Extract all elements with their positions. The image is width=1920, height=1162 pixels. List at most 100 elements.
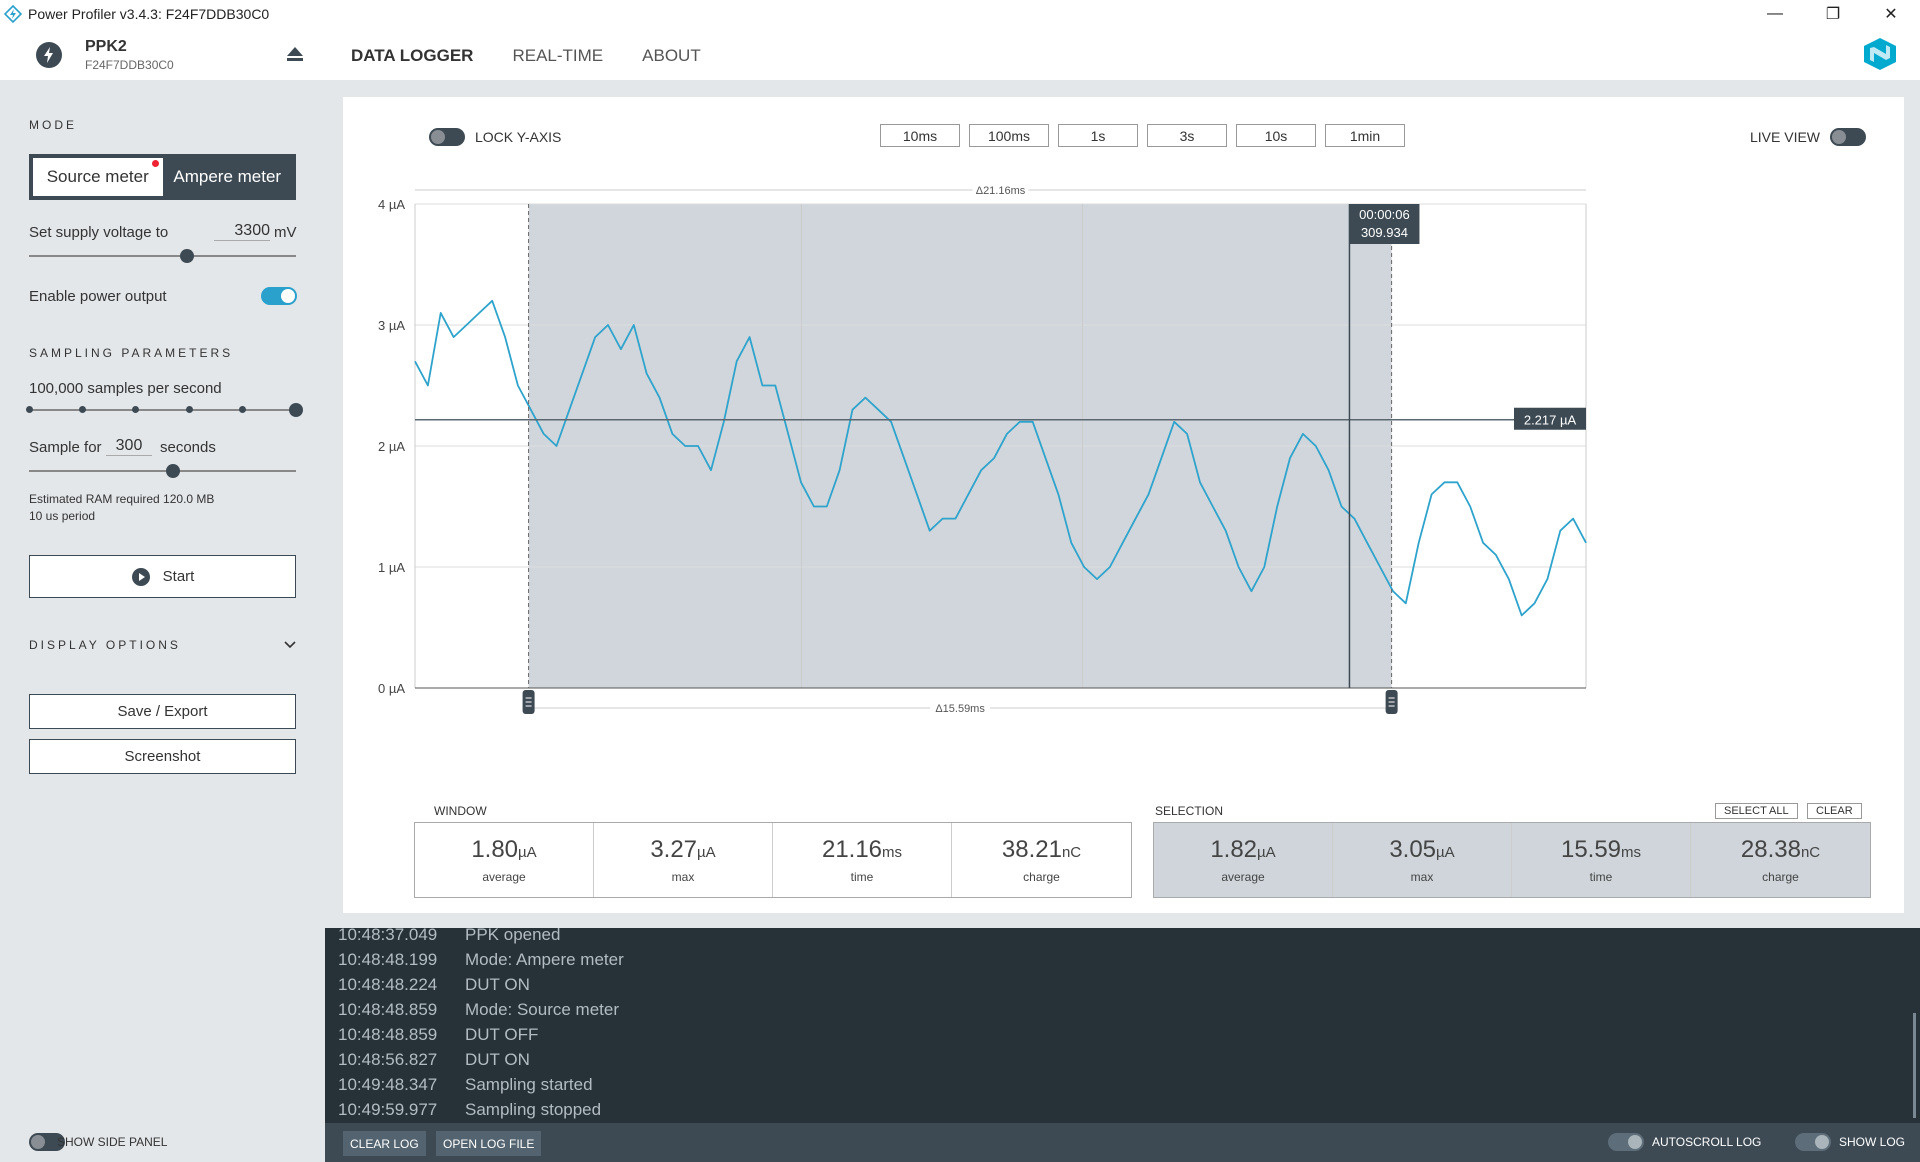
sample-for-input[interactable]: 300 [106, 437, 152, 456]
window-stats-title: WINDOW [434, 804, 487, 818]
sample-for-slider[interactable] [29, 464, 296, 478]
log-time: 10:49:48.347 [338, 1075, 438, 1094]
toggle-knob [1815, 1135, 1829, 1149]
save-export-button[interactable]: Save / Export [29, 694, 296, 729]
samples-slider-tick[interactable] [132, 406, 140, 413]
source-meter-button[interactable]: Source meter [33, 158, 163, 196]
window-10s-button[interactable]: 10s [1236, 124, 1316, 147]
stat-value: 28.38 [1740, 836, 1801, 863]
top-span-label-bg [972, 183, 1029, 197]
device-name[interactable]: PPK2 [85, 38, 127, 55]
ampere-meter-button[interactable]: Ampere meter [173, 167, 282, 186]
log-time: 10:49:59.977 [338, 1100, 438, 1119]
screenshot-button[interactable]: Screenshot [29, 739, 296, 774]
sample-for-slider-knob[interactable] [166, 464, 181, 478]
selection-max-stat: 3.05µA max [1333, 823, 1512, 897]
selection-stats: 1.82µA average 3.05µA max 15.59ms time 28.3… [1153, 822, 1871, 898]
device-serial: F24F7DDB30C0 [85, 58, 174, 72]
select-all-button[interactable]: SELECT ALL [1715, 803, 1798, 819]
supply-voltage-slider[interactable] [29, 249, 296, 263]
log-entry: 10:48:37.049 PPK opened [338, 928, 560, 945]
lock-y-axis-toggle[interactable] [429, 128, 465, 146]
selection-time-stat: 15.59ms time [1512, 823, 1691, 897]
stat-unit: nC [1800, 844, 1821, 861]
enable-power-toggle[interactable] [261, 287, 297, 305]
samples-slider-knob[interactable] [289, 403, 303, 417]
display-options-title[interactable]: DISPLAY OPTIONS [29, 638, 181, 652]
sample-period: 10 us period [29, 509, 96, 523]
tab-real-time[interactable]: REAL-TIME [512, 46, 604, 65]
stat-caption: max [671, 870, 695, 884]
log-message: Sampling started [465, 1075, 593, 1094]
show-side-panel-toggle[interactable] [29, 1133, 65, 1151]
restore-button[interactable]: ❐ [1825, 6, 1841, 23]
window-title: Power Profiler v3.4.3: F24F7DDB30C0 [28, 6, 270, 22]
stat-caption: time [1589, 870, 1613, 884]
sample-for-unit: seconds [160, 439, 216, 456]
samples-slider-tick[interactable] [239, 406, 247, 413]
y-tick-label: 3 µA [378, 318, 405, 333]
sample-for-label: Sample for [29, 439, 102, 456]
samples-slider-tick[interactable] [185, 406, 193, 413]
average-line-label-bg [1514, 407, 1586, 430]
window-max-stat: 3.27µA max [594, 823, 773, 897]
main-nav: DATA LOGGER REAL-TIME ABOUT [351, 46, 701, 66]
stat-unit: ms [882, 844, 903, 861]
bottom-span-label: Δ15.59ms [935, 703, 985, 715]
log-time: 10:48:48.224 [338, 975, 438, 994]
window-1min-button[interactable]: 1min [1325, 124, 1405, 147]
data-logger-main: LOCK Y-AXIS 10ms 100ms 1s 3s 10s 1min LI… [325, 80, 1920, 928]
ram-estimate: Estimated RAM required 120.0 MB [29, 492, 215, 506]
live-view-toggle[interactable] [1830, 128, 1866, 146]
sampling-section-title: SAMPLING PARAMETERS [29, 346, 234, 360]
stat-caption: charge [1762, 870, 1799, 884]
window-3s-button[interactable]: 3s [1147, 124, 1227, 147]
stat-value: 38.21 [1001, 836, 1062, 863]
samples-slider-tick[interactable] [25, 406, 33, 413]
window-10ms-button[interactable]: 10ms [880, 124, 960, 147]
log-entry: 10:48:48.859 DUT OFF [338, 1025, 538, 1045]
supply-voltage-unit: mV [274, 224, 297, 241]
autoscroll-log-toggle[interactable] [1608, 1133, 1644, 1151]
live-view-label: LIVE VIEW [1750, 129, 1821, 145]
chevron-down-icon[interactable] [284, 641, 296, 649]
tab-about[interactable]: ABOUT [642, 46, 701, 65]
supply-voltage-input[interactable]: 3300 [214, 222, 270, 241]
stat-caption: average [1221, 870, 1265, 884]
y-tick-label: 0 µA [378, 681, 405, 696]
window-average-stat: 1.80µA average [415, 823, 594, 897]
clear-log-button[interactable]: CLEAR LOG [343, 1131, 426, 1156]
y-tick-label: 4 µA [378, 197, 405, 212]
bottom-bar: SHOW SIDE PANEL CLEAR LOG OPEN LOG FILE … [0, 1123, 1920, 1162]
start-button[interactable]: Start [29, 555, 296, 598]
open-log-file-button[interactable]: OPEN LOG FILE [436, 1131, 542, 1156]
log-panel[interactable]: 10:48:37.049 PPK opened 10:48:48.199 Mode:… [325, 928, 1920, 1123]
window-100ms-button[interactable]: 100ms [969, 124, 1049, 147]
log-message: Mode: Ampere meter [465, 950, 624, 969]
side-panel: MODE Source meter Ampere meter Set suppl… [0, 80, 325, 1123]
close-button[interactable]: ✕ [1884, 6, 1898, 23]
stat-value: 1.82 [1210, 836, 1258, 863]
bottom-span-label-bg [930, 700, 991, 715]
title-bar: Power Profiler v3.4.3: F24F7DDB30C0 — ❐ … [0, 0, 1920, 28]
side-panel-footer: SHOW SIDE PANEL [0, 1123, 325, 1162]
minimize-button[interactable]: — [1767, 5, 1783, 22]
show-log-toggle[interactable] [1795, 1133, 1831, 1151]
mode-section-title: MODE [29, 118, 77, 132]
start-label: Start [162, 568, 195, 585]
window-1s-button[interactable]: 1s [1058, 124, 1138, 147]
samples-per-second-slider[interactable] [25, 403, 303, 417]
samples-per-second-label: 100,000 samples per second [29, 380, 222, 397]
clear-selection-button[interactable]: CLEAR [1807, 803, 1862, 819]
supply-voltage-slider-knob[interactable] [179, 249, 194, 263]
stat-value: 21.16 [821, 836, 883, 863]
current-chart[interactable]: 4 µA 3 µA 2 µA 1 µA 0 µA Δ21.16ms Δ15.59ms 2.21… [343, 147, 1904, 807]
stat-unit: µA [518, 844, 537, 861]
autoscroll-log-label: AUTOSCROLL LOG [1652, 1135, 1762, 1149]
y-tick-label: 2 µA [378, 439, 405, 454]
samples-slider-tick[interactable] [78, 406, 86, 413]
eject-icon[interactable] [285, 44, 305, 64]
device-power-icon [36, 42, 62, 68]
tab-data-logger[interactable]: DATA LOGGER [351, 46, 474, 65]
log-scrollbar[interactable] [1913, 1013, 1916, 1118]
